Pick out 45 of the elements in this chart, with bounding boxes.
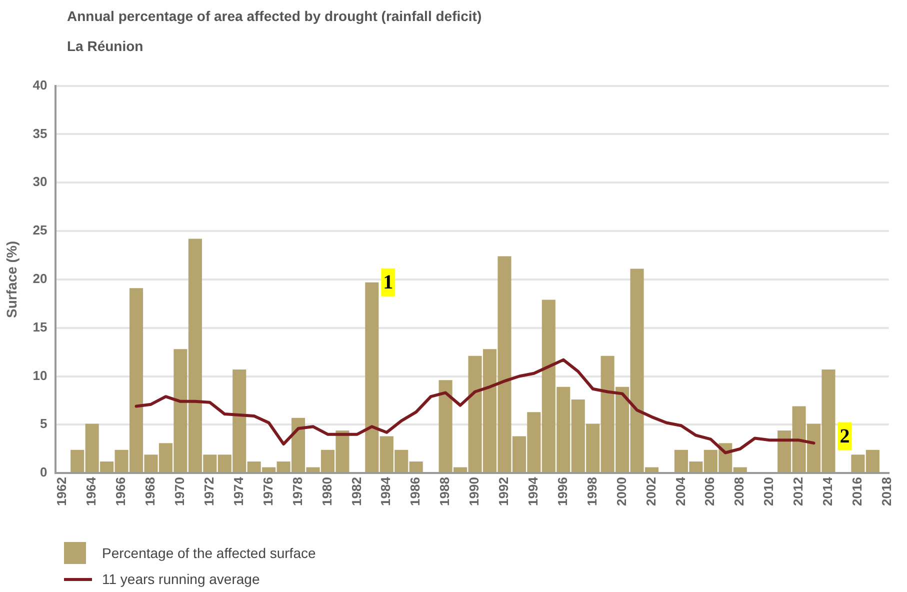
y-axis-title: Surface (%) [3, 240, 20, 318]
y-tick-label: 10 [32, 368, 48, 383]
y-tick-label: 30 [32, 174, 48, 190]
x-tick-label: 2004 [672, 476, 688, 506]
y-tick-label: 0 [40, 464, 48, 480]
x-tick-label: 2010 [761, 477, 776, 506]
x-tick-label: 1968 [142, 477, 158, 506]
x-tick-label: 1980 [319, 477, 334, 506]
x-tick-label: 1994 [526, 476, 541, 506]
x-tick-label: 2000 [614, 477, 629, 506]
annotation: 1 [383, 272, 394, 294]
x-tick-label: 1984 [378, 476, 394, 506]
legend-label: Percentage of the affected surface [102, 545, 316, 561]
chart-title: Annual percentage of area affected by drought (rainfall deficit) [67, 8, 482, 24]
x-tick-label: 1962 [54, 477, 70, 506]
legend-label: 11 years running average [102, 571, 260, 587]
y-tick-label: 20 [32, 271, 48, 286]
x-tick-label: 1990 [466, 477, 482, 506]
y-tick-label: 40 [32, 77, 48, 92]
y-tick-label: 5 [40, 416, 48, 432]
x-tick-label: 1998 [584, 477, 600, 506]
x-tick-label: 1974 [230, 476, 246, 506]
x-tick-label: 1970 [172, 477, 188, 506]
x-tick-label: 2018 [878, 477, 894, 506]
x-tick-label: 1978 [290, 477, 305, 506]
annotation: 2 [840, 425, 850, 448]
y-tick-label: 25 [32, 222, 48, 238]
x-tick-label: 1976 [260, 477, 276, 506]
x-tick-label: 1964 [84, 476, 99, 506]
x-tick-label: 2012 [790, 477, 806, 506]
x-tick-label: 2006 [702, 477, 718, 506]
x-tick-label: 1982 [348, 477, 364, 506]
x-tick-label: 1992 [496, 477, 512, 506]
chart-subtitle: La Réunion [67, 38, 144, 54]
x-tick-label: 2002 [643, 477, 658, 506]
y-tick-label: 35 [32, 126, 48, 141]
x-tick-label: 2014 [820, 476, 836, 506]
y-tick-label: 15 [32, 319, 48, 334]
x-tick-label: 2016 [850, 477, 865, 506]
x-tick-label: 1996 [554, 477, 570, 506]
x-tick-label: 1986 [408, 477, 423, 506]
x-tick-label: 1972 [201, 477, 216, 506]
x-tick-label: 1988 [437, 477, 452, 506]
x-tick-label: 1966 [113, 477, 128, 506]
x-tick-label: 2008 [732, 477, 747, 506]
